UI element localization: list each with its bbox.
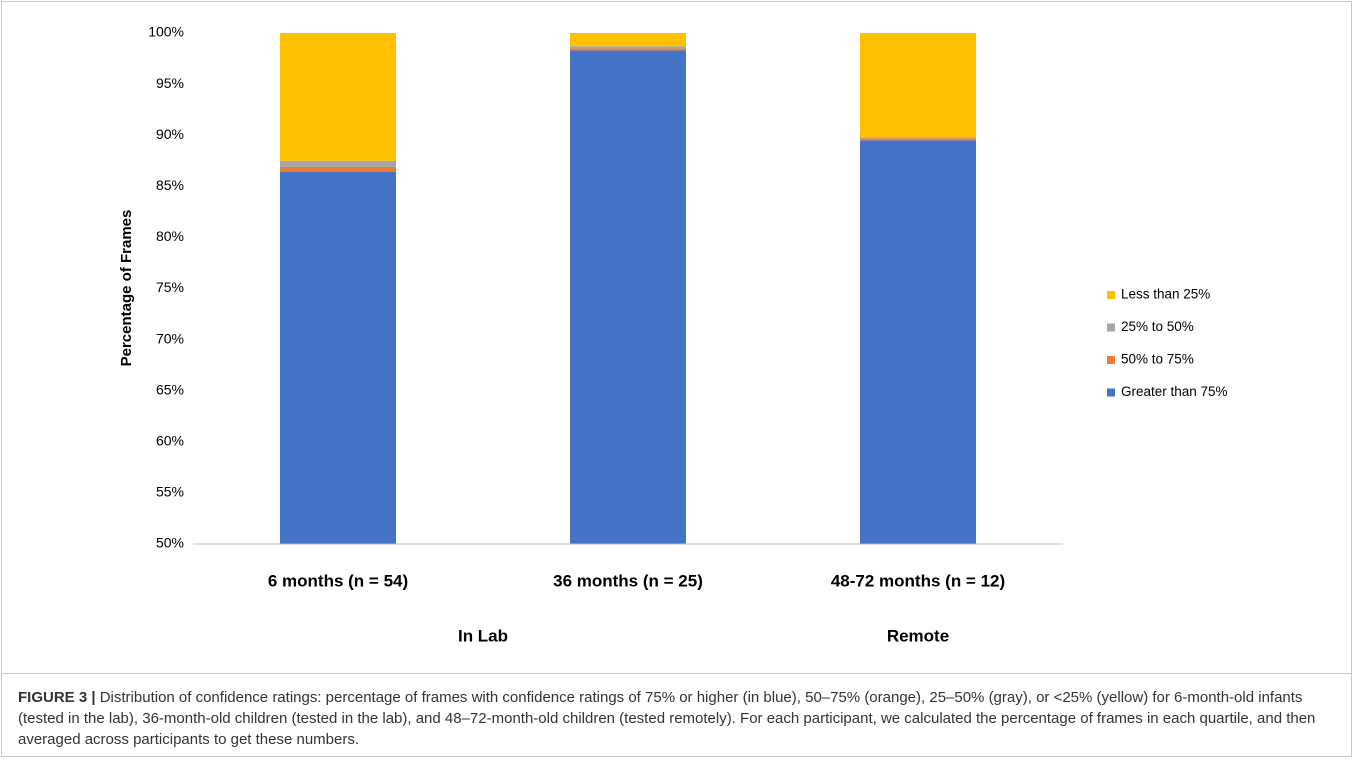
bar-segment — [280, 166, 396, 172]
x-tick-label: 6 months (n = 54) — [268, 571, 408, 590]
legend-label: Greater than 75% — [1121, 384, 1228, 399]
caption-rule — [1, 673, 1352, 674]
y-tick-label: 50% — [156, 535, 184, 551]
group-label: In Lab — [458, 626, 508, 645]
bar-segment — [860, 137, 976, 139]
bar-segment — [570, 50, 686, 545]
bar-segment — [280, 33, 396, 161]
legend-swatch — [1107, 388, 1115, 397]
bar-segment — [280, 171, 396, 544]
bar-segment — [570, 46, 686, 49]
y-tick-label: 95% — [156, 75, 184, 91]
caption: FIGURE 3 | Distribution of confidence ra… — [18, 687, 1338, 750]
y-tick-label: 65% — [156, 381, 184, 397]
legend-label: 50% to 75% — [1121, 352, 1194, 367]
y-tick-label: 80% — [156, 228, 184, 244]
bar-segment — [570, 33, 686, 47]
y-tick-label: 90% — [156, 126, 184, 142]
x-tick-label: 48-72 months (n = 12) — [831, 571, 1005, 590]
legend-label: 25% to 50% — [1121, 319, 1194, 334]
y-tick-label: 100% — [148, 24, 184, 40]
legend-swatch — [1107, 356, 1115, 364]
y-tick-label: 55% — [156, 484, 184, 500]
group-label: Remote — [887, 626, 949, 645]
y-tick-label: 75% — [156, 279, 184, 295]
y-tick-label: 70% — [156, 330, 184, 346]
legend-swatch — [1107, 323, 1115, 332]
legend-label: Less than 25% — [1121, 287, 1210, 302]
bar-segment — [860, 33, 976, 138]
caption-text: Distribution of confidence ratings: perc… — [18, 689, 1316, 748]
y-tick-label: 85% — [156, 177, 184, 193]
bar-segment — [280, 160, 396, 167]
y-axis-title: Percentage of Frames — [118, 210, 135, 367]
y-tick-label: 60% — [156, 433, 184, 449]
legend-swatch — [1107, 291, 1115, 299]
caption-label: FIGURE 3 | — [18, 689, 96, 706]
bar-segment — [570, 48, 686, 51]
x-tick-label: 36 months (n = 25) — [553, 571, 703, 590]
bar-segment — [860, 140, 976, 544]
bar-segment — [860, 138, 976, 141]
chart: Percentage of Frames 50% 55% 60% 65% 70% 75% 8… — [118, 24, 1228, 646]
